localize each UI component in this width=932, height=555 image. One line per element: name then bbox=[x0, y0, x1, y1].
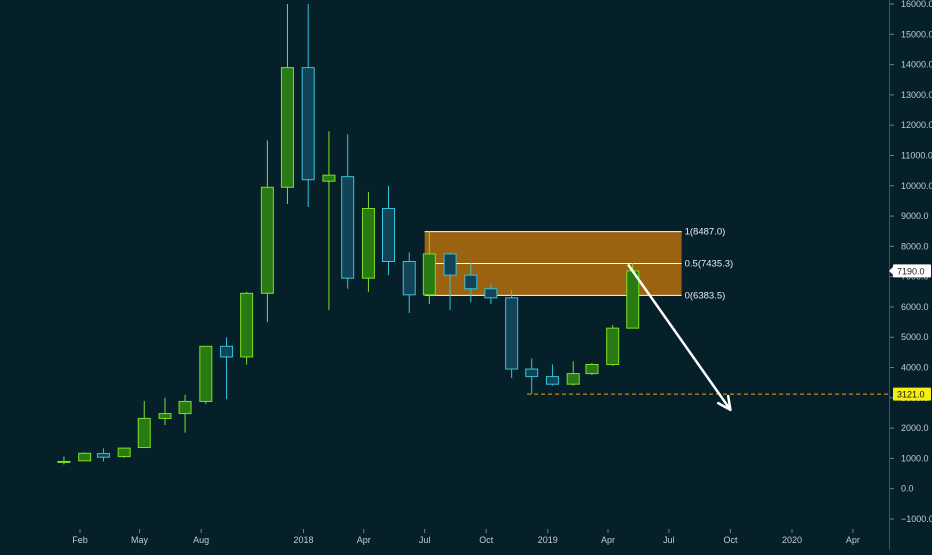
candle-body bbox=[566, 373, 580, 385]
candle bbox=[484, 284, 498, 304]
candle-body bbox=[361, 207, 375, 279]
candle-body bbox=[484, 288, 498, 299]
y-tick-label: 14000.0 bbox=[901, 60, 932, 70]
y-tick-label: 5000.0 bbox=[901, 332, 929, 342]
current-price-pointer bbox=[889, 266, 893, 275]
projection-arrow-shaft bbox=[627, 263, 732, 411]
candle bbox=[606, 325, 620, 367]
candle-body bbox=[525, 368, 539, 378]
candle bbox=[78, 452, 92, 462]
y-tick-label: −1000.0 bbox=[901, 514, 932, 524]
candle bbox=[178, 394, 192, 433]
target-price-label: 3121.0 bbox=[897, 390, 925, 400]
x-tick-label: Oct bbox=[479, 535, 494, 545]
x-tick-label: Oct bbox=[723, 535, 738, 545]
candle-body bbox=[158, 413, 172, 419]
current-price-label: 7190.0 bbox=[897, 266, 925, 276]
x-tick-label: Jul bbox=[663, 535, 675, 545]
candle bbox=[505, 290, 519, 379]
fib-level-label: 0.5(7435.3) bbox=[685, 258, 734, 269]
candle bbox=[422, 231, 436, 304]
y-tick-label: 9000.0 bbox=[901, 211, 929, 221]
y-tick-label: 0.0 bbox=[901, 484, 914, 494]
candle bbox=[220, 337, 234, 400]
x-tick-label: Aug bbox=[193, 535, 209, 545]
candle-body bbox=[57, 460, 71, 463]
candle-body bbox=[137, 417, 151, 449]
candle-body bbox=[280, 67, 294, 188]
candle bbox=[525, 358, 539, 395]
x-tick-label: 2020 bbox=[782, 535, 802, 545]
candle-body bbox=[545, 376, 559, 385]
candle bbox=[240, 291, 254, 365]
candle-body bbox=[626, 270, 640, 329]
y-tick-label: 13000.0 bbox=[901, 90, 932, 100]
candle-body bbox=[301, 67, 315, 181]
y-tick-label: 6000.0 bbox=[901, 302, 929, 312]
y-tick-label: 16000.0 bbox=[901, 0, 932, 9]
candle-body bbox=[606, 327, 620, 366]
candle-body bbox=[443, 253, 457, 276]
candle bbox=[57, 456, 71, 465]
candle bbox=[322, 131, 336, 310]
candle bbox=[402, 252, 416, 313]
candle-body bbox=[199, 345, 213, 402]
y-tick-label: 2000.0 bbox=[901, 423, 929, 433]
projection-arrow-head bbox=[716, 394, 732, 412]
fib-level-label: 1(8487.0) bbox=[685, 227, 726, 238]
candle bbox=[361, 191, 375, 292]
candle-body bbox=[78, 452, 92, 462]
target-price-badge bbox=[893, 387, 931, 401]
candle-body bbox=[322, 174, 336, 182]
y-tick-label: 10000.0 bbox=[901, 181, 932, 191]
y-tick-label: 11000.0 bbox=[901, 150, 932, 160]
x-tick-label: May bbox=[131, 535, 149, 545]
candle bbox=[545, 364, 559, 386]
candle bbox=[626, 263, 640, 329]
candle-body bbox=[240, 292, 254, 358]
candle bbox=[96, 448, 110, 462]
candle bbox=[443, 252, 457, 310]
x-tick-label: Apr bbox=[846, 535, 860, 545]
x-tick-label: Apr bbox=[601, 535, 615, 545]
candle bbox=[137, 400, 151, 449]
candle bbox=[382, 185, 396, 276]
candle bbox=[260, 140, 274, 323]
candle bbox=[280, 4, 294, 204]
candle-body bbox=[585, 364, 599, 375]
candle bbox=[566, 361, 580, 386]
fib-level-label: 0(6383.5) bbox=[685, 290, 726, 301]
x-tick-label: Apr bbox=[357, 535, 371, 545]
candle-body bbox=[402, 261, 416, 296]
candle-body bbox=[117, 447, 131, 458]
candle bbox=[117, 447, 131, 458]
y-tick-label: 8000.0 bbox=[901, 241, 929, 251]
x-tick-label: Feb bbox=[72, 535, 88, 545]
candle-body bbox=[178, 400, 192, 415]
candle-body bbox=[464, 274, 478, 290]
candle bbox=[585, 362, 599, 376]
candle-body bbox=[220, 345, 234, 358]
candle bbox=[464, 263, 478, 303]
y-tick-label: 15000.0 bbox=[901, 29, 932, 39]
candle-body bbox=[422, 253, 436, 296]
x-tick-label: Jul bbox=[419, 535, 431, 545]
candle bbox=[158, 397, 172, 426]
current-price-badge bbox=[893, 264, 931, 278]
x-tick-label: 2018 bbox=[293, 535, 313, 545]
candle bbox=[341, 134, 355, 289]
candle bbox=[199, 345, 213, 404]
y-tick-label: 4000.0 bbox=[901, 363, 929, 373]
candle-body bbox=[341, 176, 355, 279]
y-tick-label: 12000.0 bbox=[901, 120, 932, 130]
y-tick-label: 1000.0 bbox=[901, 453, 929, 463]
candle-body bbox=[260, 186, 274, 294]
candle-body bbox=[505, 297, 519, 370]
candle bbox=[301, 4, 315, 207]
candle-body bbox=[382, 207, 396, 262]
x-tick-label: 2019 bbox=[538, 535, 558, 545]
candle-body bbox=[96, 453, 110, 458]
